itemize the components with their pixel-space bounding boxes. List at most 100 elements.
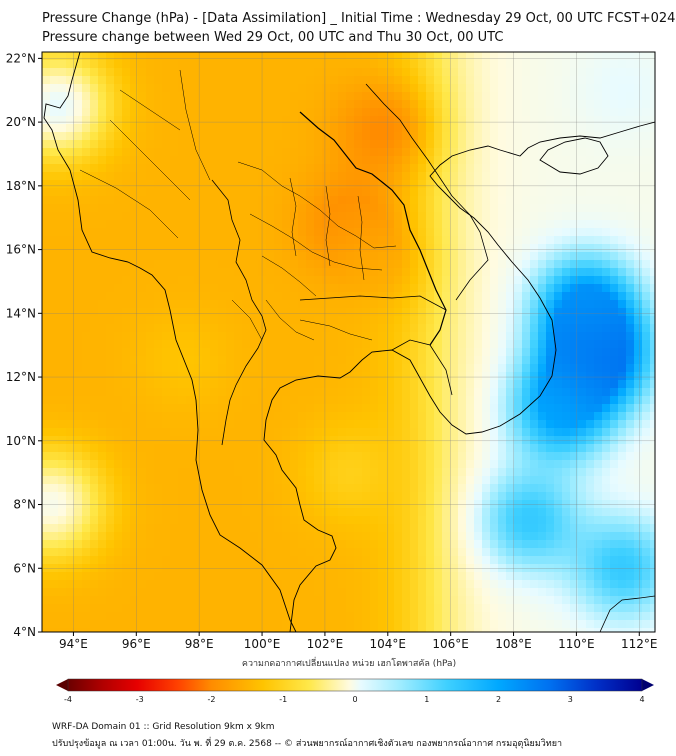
field-cell bbox=[554, 548, 563, 557]
field-cell bbox=[146, 132, 155, 141]
field-cell bbox=[298, 428, 307, 437]
field-cell bbox=[618, 244, 627, 253]
field-cell bbox=[506, 436, 515, 445]
field-cell bbox=[114, 292, 123, 301]
field-cell bbox=[442, 508, 451, 517]
field-cell bbox=[410, 508, 419, 517]
field-cell bbox=[618, 532, 627, 541]
field-cell bbox=[602, 100, 611, 109]
field-cell bbox=[242, 212, 251, 221]
field-cell bbox=[274, 172, 283, 181]
field-cell bbox=[82, 212, 91, 221]
field-cell bbox=[426, 132, 435, 141]
field-cell bbox=[130, 300, 139, 309]
field-cell bbox=[458, 412, 467, 421]
field-cell bbox=[634, 452, 643, 461]
field-cell bbox=[250, 380, 259, 389]
field-cell bbox=[74, 340, 83, 349]
field-cell bbox=[466, 292, 475, 301]
field-cell bbox=[506, 68, 515, 77]
field-cell bbox=[50, 212, 59, 221]
field-cell bbox=[298, 124, 307, 133]
field-cell bbox=[554, 516, 563, 525]
field-cell bbox=[562, 276, 571, 285]
field-cell bbox=[274, 356, 283, 365]
field-cell bbox=[122, 276, 131, 285]
field-cell bbox=[354, 484, 363, 493]
field-cell bbox=[50, 556, 59, 565]
field-cell bbox=[642, 212, 651, 221]
field-cell bbox=[498, 388, 507, 397]
field-cell bbox=[354, 132, 363, 141]
field-cell bbox=[610, 228, 619, 237]
field-cell bbox=[530, 188, 539, 197]
field-cell bbox=[186, 140, 195, 149]
field-cell bbox=[642, 436, 651, 445]
field-cell bbox=[162, 340, 171, 349]
field-cell bbox=[514, 212, 523, 221]
field-cell bbox=[250, 108, 259, 117]
field-cell bbox=[42, 380, 51, 389]
field-cell bbox=[490, 516, 499, 525]
field-cell bbox=[530, 492, 539, 501]
field-cell bbox=[650, 316, 656, 325]
field-cell bbox=[82, 220, 91, 229]
field-cell bbox=[266, 516, 275, 525]
field-cell bbox=[490, 508, 499, 517]
field-cell bbox=[282, 508, 291, 517]
field-cell bbox=[490, 260, 499, 269]
field-cell bbox=[450, 516, 459, 525]
field-cell bbox=[66, 52, 75, 61]
field-cell bbox=[50, 396, 59, 405]
field-cell bbox=[458, 428, 467, 437]
field-cell bbox=[98, 76, 107, 85]
field-cell bbox=[586, 148, 595, 157]
field-cell bbox=[610, 436, 619, 445]
field-cell bbox=[306, 388, 315, 397]
field-cell bbox=[226, 116, 235, 125]
field-cell bbox=[314, 548, 323, 557]
field-cell bbox=[66, 124, 75, 133]
field-cell bbox=[66, 220, 75, 229]
field-cell bbox=[82, 164, 91, 173]
field-cell bbox=[650, 420, 656, 429]
field-cell bbox=[490, 452, 499, 461]
field-cell bbox=[562, 124, 571, 133]
field-cell bbox=[66, 292, 75, 301]
field-cell bbox=[514, 436, 523, 445]
field-cell bbox=[90, 100, 99, 109]
field-cell bbox=[522, 500, 531, 509]
field-cell bbox=[570, 204, 579, 213]
field-cell bbox=[546, 76, 555, 85]
field-cell bbox=[130, 468, 139, 477]
field-cell bbox=[538, 276, 547, 285]
field-cell bbox=[138, 332, 147, 341]
field-cell bbox=[282, 468, 291, 477]
field-cell bbox=[106, 140, 115, 149]
field-cell bbox=[306, 172, 315, 181]
field-cell bbox=[378, 52, 387, 61]
field-cell bbox=[290, 140, 299, 149]
field-cell bbox=[562, 268, 571, 277]
field-cell bbox=[330, 340, 339, 349]
field-cell bbox=[586, 172, 595, 181]
field-cell bbox=[202, 380, 211, 389]
field-cell bbox=[218, 468, 227, 477]
field-cell bbox=[130, 308, 139, 317]
field-cell bbox=[586, 212, 595, 221]
field-cell bbox=[386, 76, 395, 85]
field-cell bbox=[538, 76, 547, 85]
field-cell bbox=[642, 252, 651, 261]
field-cell bbox=[410, 100, 419, 109]
field-cell bbox=[586, 156, 595, 165]
field-cell bbox=[298, 92, 307, 101]
field-cell bbox=[58, 412, 67, 421]
field-cell bbox=[434, 476, 443, 485]
field-cell bbox=[106, 244, 115, 253]
field-cell bbox=[418, 268, 427, 277]
field-cell bbox=[218, 452, 227, 461]
field-cell bbox=[58, 404, 67, 413]
field-cell bbox=[290, 116, 299, 125]
field-cell bbox=[386, 300, 395, 309]
field-cell bbox=[122, 436, 131, 445]
